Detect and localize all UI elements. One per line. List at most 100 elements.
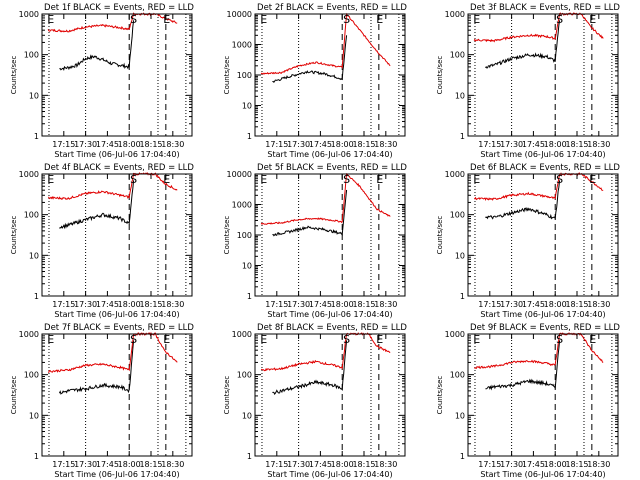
- series-line-events: [272, 189, 348, 237]
- x-tick-label: 17:45: [96, 300, 119, 309]
- y-tick-label: 1000: [19, 170, 39, 179]
- series-line-lld: [260, 332, 391, 372]
- plot-frame: [467, 333, 619, 457]
- y-tick-label: 10: [29, 91, 39, 100]
- series-line-lld: [473, 12, 604, 43]
- x-tick-label: 18:00: [544, 460, 567, 469]
- x-tick-label: 17:30: [287, 460, 310, 469]
- panel-title: Det 6f BLACK = Events, RED = LLD: [470, 163, 620, 173]
- x-tick-label: 18:30: [587, 460, 610, 469]
- y-tick-label: 100: [450, 51, 465, 60]
- plot-frame: [254, 13, 406, 137]
- series-line-events: [59, 180, 135, 230]
- x-tick-label: 18:15: [565, 460, 588, 469]
- y-tick-label: 100: [237, 231, 252, 240]
- x-tick-label: 17:45: [522, 140, 545, 149]
- marker-label-s: S: [130, 13, 137, 26]
- x-tick-label: 18:30: [587, 300, 610, 309]
- panel-title: Det 3f BLACK = Events, RED = LLD: [470, 3, 620, 13]
- marker-label-s: S: [343, 13, 350, 26]
- marker-label-s: S: [556, 173, 563, 186]
- series-line-events: [58, 340, 135, 395]
- x-tick-label: 17:45: [96, 140, 119, 149]
- y-axis-label: Counts/sec: [436, 56, 444, 95]
- x-tick-label: 18:15: [139, 460, 162, 469]
- plot-frame: [41, 333, 193, 457]
- x-tick-label: 17:30: [287, 300, 310, 309]
- x-tick-label: 18:30: [374, 140, 397, 149]
- x-axis-label: Start Time (06-Jul-06 17:04:40): [267, 310, 392, 319]
- marker-label-e: E: [473, 333, 480, 346]
- detector-panel: Det 7f BLACK = Events, RED = LLD 1 10 100 10…: [10, 323, 194, 479]
- x-tick-label: 18:30: [374, 460, 397, 469]
- marker-label-s: S: [130, 333, 137, 346]
- x-tick-label: 18:15: [565, 300, 588, 309]
- x-axis-label: Start Time (06-Jul-06 17:04:40): [267, 150, 392, 159]
- y-tick-label: 10000: [227, 10, 252, 19]
- series-line-events: [272, 35, 348, 83]
- y-axis-label: Counts/sec: [436, 216, 444, 255]
- panel-title: Det 1f BLACK = Events, RED = LLD: [44, 3, 194, 13]
- panel-title: Det 7f BLACK = Events, RED = LLD: [44, 323, 194, 333]
- x-tick-label: 17:30: [500, 300, 523, 309]
- x-tick-label: 18:30: [374, 300, 397, 309]
- x-tick-label: 18:00: [331, 460, 354, 469]
- x-tick-label: 17:15: [478, 140, 501, 149]
- series-line-events: [485, 20, 561, 69]
- x-tick-label: 18:30: [587, 140, 610, 149]
- x-axis-label: Start Time (06-Jul-06 17:04:40): [54, 310, 179, 319]
- x-tick-label: 17:45: [522, 460, 545, 469]
- y-tick-label: 1: [460, 292, 465, 301]
- marker-label-s: S: [556, 13, 563, 26]
- y-tick-label: 1000: [445, 170, 465, 179]
- y-tick-label: 1000: [445, 10, 465, 19]
- x-tick-label: 18:15: [139, 140, 162, 149]
- y-tick-label: 1: [247, 292, 252, 301]
- y-tick-label: 10: [455, 251, 465, 260]
- panel-title: Det 9f BLACK = Events, RED = LLD: [470, 323, 620, 333]
- y-tick-label: 1: [247, 132, 252, 141]
- y-tick-label: 1: [34, 292, 39, 301]
- y-axis-label: Counts/sec: [10, 216, 18, 255]
- detector-panel: Det 8f BLACK = Events, RED = LLD 1 10 100 10…: [223, 323, 407, 479]
- x-tick-label: 18:00: [331, 140, 354, 149]
- marker-label-e: E: [589, 13, 596, 26]
- y-axis-label: Counts/sec: [223, 216, 231, 255]
- x-tick-label: 18:15: [352, 140, 375, 149]
- y-tick-label: 1: [460, 132, 465, 141]
- y-tick-label: 1: [34, 132, 39, 141]
- y-axis-label: Counts/sec: [223, 376, 231, 415]
- x-tick-label: 18:15: [352, 300, 375, 309]
- y-tick-label: 100: [237, 71, 252, 80]
- y-tick-label: 1000: [445, 330, 465, 339]
- x-tick-label: 18:30: [161, 460, 184, 469]
- marker-label-e: E: [376, 333, 383, 346]
- marker-label-e: E: [47, 173, 54, 186]
- x-tick-label: 18:00: [331, 300, 354, 309]
- x-tick-label: 18:00: [118, 460, 141, 469]
- detector-panel: Det 4f BLACK = Events, RED = LLD 1 10 100 10…: [10, 163, 194, 319]
- series-line-events: [485, 340, 561, 391]
- y-tick-label: 100: [450, 211, 465, 220]
- y-tick-label: 1: [460, 452, 465, 461]
- x-tick-label: 18:00: [544, 300, 567, 309]
- y-tick-label: 100: [237, 371, 252, 380]
- x-tick-label: 17:15: [265, 140, 288, 149]
- y-tick-label: 10: [242, 102, 252, 111]
- marker-label-e: E: [376, 173, 383, 186]
- x-tick-label: 17:30: [500, 460, 523, 469]
- x-tick-label: 17:45: [522, 300, 545, 309]
- x-tick-label: 17:45: [96, 460, 119, 469]
- x-tick-label: 17:30: [74, 460, 97, 469]
- y-tick-label: 100: [24, 211, 39, 220]
- x-axis-label: Start Time (06-Jul-06 17:04:40): [480, 310, 605, 319]
- y-tick-label: 10: [29, 411, 39, 420]
- detector-panel: Det 9f BLACK = Events, RED = LLD 1 10 100 10…: [436, 323, 620, 479]
- y-tick-label: 10: [455, 411, 465, 420]
- x-axis-label: Start Time (06-Jul-06 17:04:40): [54, 470, 179, 479]
- detector-panel: Det 5f BLACK = Events, RED = LLD 1 10 100 10…: [223, 163, 407, 319]
- y-tick-label: 100: [450, 371, 465, 380]
- x-tick-label: 17:30: [287, 140, 310, 149]
- plot-frame: [467, 173, 619, 297]
